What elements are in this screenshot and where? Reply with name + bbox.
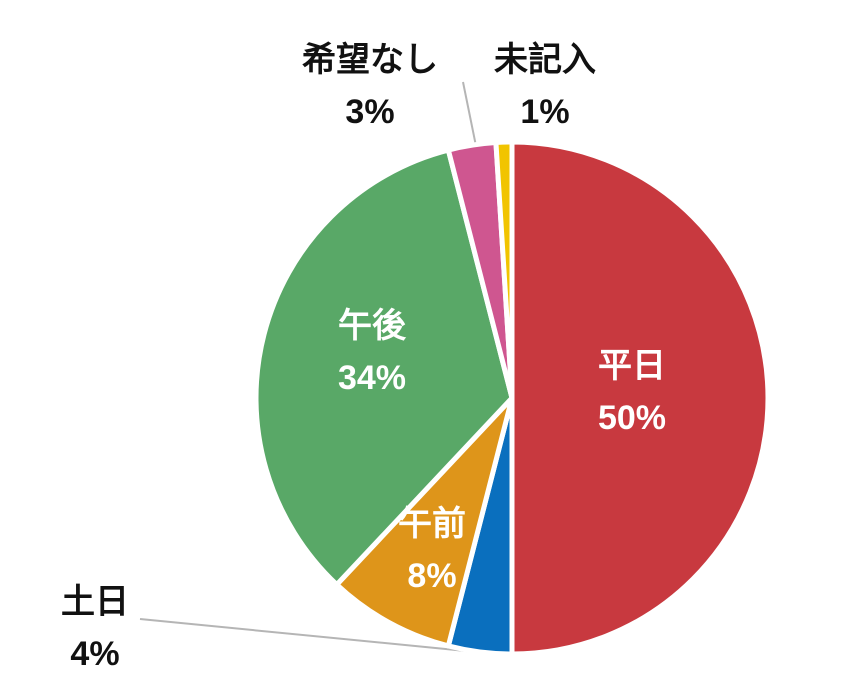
slice-label: 未記入 [494,40,596,79]
leader-line [462,81,477,147]
slice-label: 土日 [61,583,129,621]
slice-label: 午後 [338,307,407,345]
pie-slice [509,139,771,657]
slice-value: 1% [520,93,569,131]
slice-value: 8% [407,557,456,595]
slice-value: 3% [345,93,394,131]
slice-label: 平日 [598,347,666,385]
pie-slice [253,147,515,588]
slice-value: 4% [70,635,119,673]
leader-line [139,618,477,653]
slice-label: 希望なし [302,41,438,79]
slice-label: 午前 [398,505,466,543]
pie-slice [334,395,515,649]
slice-value: 34% [338,359,406,397]
pie-slice [493,139,515,401]
slice-value: 50% [598,399,666,437]
